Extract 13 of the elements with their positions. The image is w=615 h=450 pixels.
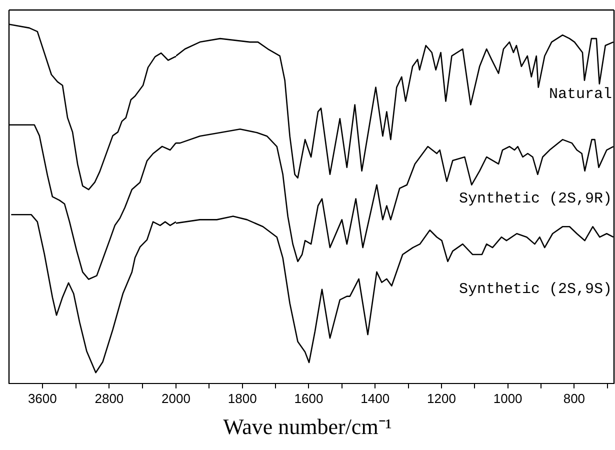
x-tick-label: 1000 [493,390,522,406]
x-tick-label: 800 [563,390,586,406]
x-tick-label: 1200 [426,390,456,406]
series-label: Synthetic (2S,9S) [458,281,612,298]
x-tick-label: 1800 [228,390,257,406]
x-tick-label: 1400 [360,390,390,406]
x-tick-label: 1600 [294,390,324,406]
series-label: Natural [548,86,612,104]
x-tick-label: 2800 [94,390,124,406]
x-tick-label: 2000 [162,390,190,406]
x-axis-title: Wave number/cm⁻¹ [222,413,393,440]
series-label: Synthetic (2S,9R) [458,190,612,208]
x-tick-label: 3600 [28,390,57,406]
